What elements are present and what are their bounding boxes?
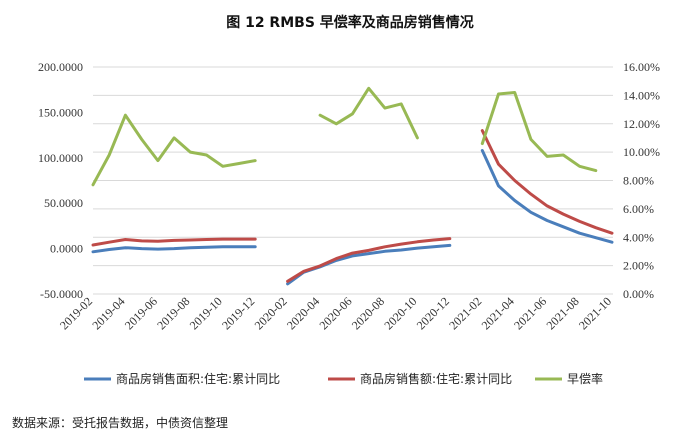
series-layer	[91, 86, 614, 286]
x-tick-label: 2020-10	[381, 294, 419, 332]
y-right-tick-label: 14.00%	[623, 88, 660, 102]
series-line-2	[91, 129, 614, 283]
x-tick-label: 2020-02	[252, 294, 290, 332]
y-left-tick-label: 150.0000	[38, 105, 83, 119]
y-right-tick-label: 0.00%	[623, 287, 654, 301]
x-tick-label: 2020-06	[316, 294, 354, 332]
source-note: 数据来源：受托报告数据，中债资信整理	[12, 416, 229, 430]
x-tick-label: 2020-12	[414, 294, 452, 332]
y-axis-right: 0.00% 2.00% 4.00% 6.00% 8.00% 10.00% 12.00% 14.…	[623, 60, 660, 301]
x-tick-label: 2019-04	[89, 294, 127, 332]
y-right-tick-label: 12.00%	[623, 117, 660, 131]
x-tick-label: 2021-04	[479, 294, 517, 332]
y-left-tick-label: 0.0000	[50, 242, 83, 256]
y-left-tick-label: 200.0000	[38, 60, 83, 74]
x-tick-label: 2021-10	[576, 294, 614, 332]
y-right-tick-label: 6.00%	[623, 202, 654, 216]
x-tick-label: 2021-06	[511, 294, 549, 332]
x-tick-label: 2020-04	[284, 294, 322, 332]
series-line-3	[91, 86, 598, 187]
x-tick-label: 2019-10	[187, 294, 225, 332]
x-tick-label: 2020-08	[349, 294, 387, 332]
y-left-tick-label: 100.0000	[38, 151, 83, 165]
x-tick-label: 2019-08	[154, 294, 192, 332]
x-tick-label: 2019-06	[122, 294, 160, 332]
y-right-tick-label: 2.00%	[623, 259, 654, 273]
grid-lines	[93, 66, 613, 295]
legend: 商品房销售面积:住宅:累计同比 商品房销售额:住宅:累计同比 早偿率	[84, 371, 603, 386]
y-axis-left: -50.0000 0.0000 50.0000 100.0000 150.0000 200…	[38, 60, 83, 301]
y-right-tick-label: 16.00%	[623, 60, 660, 74]
chart-title: 图 12 RMBS 早偿率及商品房销售情况	[226, 15, 474, 31]
legend-label: 商品房销售面积:住宅:累计同比	[116, 371, 280, 386]
x-tick-label: 2019-12	[219, 294, 257, 332]
y-right-tick-label: 4.00%	[623, 230, 654, 244]
y-right-tick-label: 10.00%	[623, 145, 660, 159]
x-axis: 2019-022019-042019-062019-082019-102019-…	[57, 294, 614, 332]
y-left-tick-label: -50.0000	[40, 287, 83, 301]
y-right-tick-label: 8.00%	[623, 174, 654, 188]
legend-label: 早偿率	[567, 371, 603, 386]
y-left-tick-label: 50.0000	[44, 196, 83, 210]
series-line-1	[91, 149, 614, 286]
x-tick-label: 2021-02	[446, 294, 484, 332]
x-tick-label: 2021-08	[544, 294, 582, 332]
legend-label: 商品房销售额:住宅:累计同比	[360, 371, 512, 386]
